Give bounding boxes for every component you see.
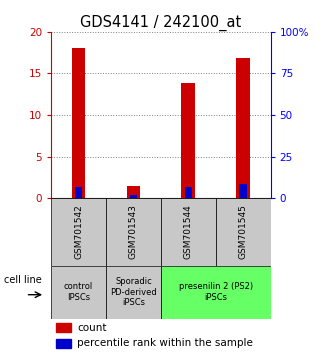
Text: GSM701542: GSM701542 [74, 205, 83, 259]
Text: percentile rank within the sample: percentile rank within the sample [78, 338, 253, 348]
Bar [216, 198, 271, 266]
Text: GSM701545: GSM701545 [239, 204, 248, 259]
Title: GDS4141 / 242100_at: GDS4141 / 242100_at [80, 14, 242, 30]
Bar [106, 266, 161, 319]
Text: GSM701543: GSM701543 [129, 204, 138, 259]
Bar [127, 186, 140, 198]
Bar [161, 266, 271, 319]
Bar [236, 58, 250, 198]
Text: cell line: cell line [4, 275, 42, 285]
Bar [106, 198, 161, 266]
Text: presenilin 2 (PS2)
iPSCs: presenilin 2 (PS2) iPSCs [179, 282, 253, 302]
Bar [55, 339, 71, 348]
Bar [182, 84, 195, 198]
Text: GSM701544: GSM701544 [184, 205, 193, 259]
Bar [51, 198, 106, 266]
Bar [130, 195, 137, 198]
Bar [161, 198, 216, 266]
Bar [75, 187, 82, 198]
Text: Sporadic
PD-derived
iPSCs: Sporadic PD-derived iPSCs [110, 277, 157, 307]
Text: control
IPSCs: control IPSCs [64, 282, 93, 302]
Text: count: count [78, 322, 107, 332]
Bar [72, 48, 85, 198]
Bar [184, 187, 192, 198]
Bar [55, 323, 71, 332]
Bar [239, 184, 247, 198]
Bar [51, 266, 106, 319]
